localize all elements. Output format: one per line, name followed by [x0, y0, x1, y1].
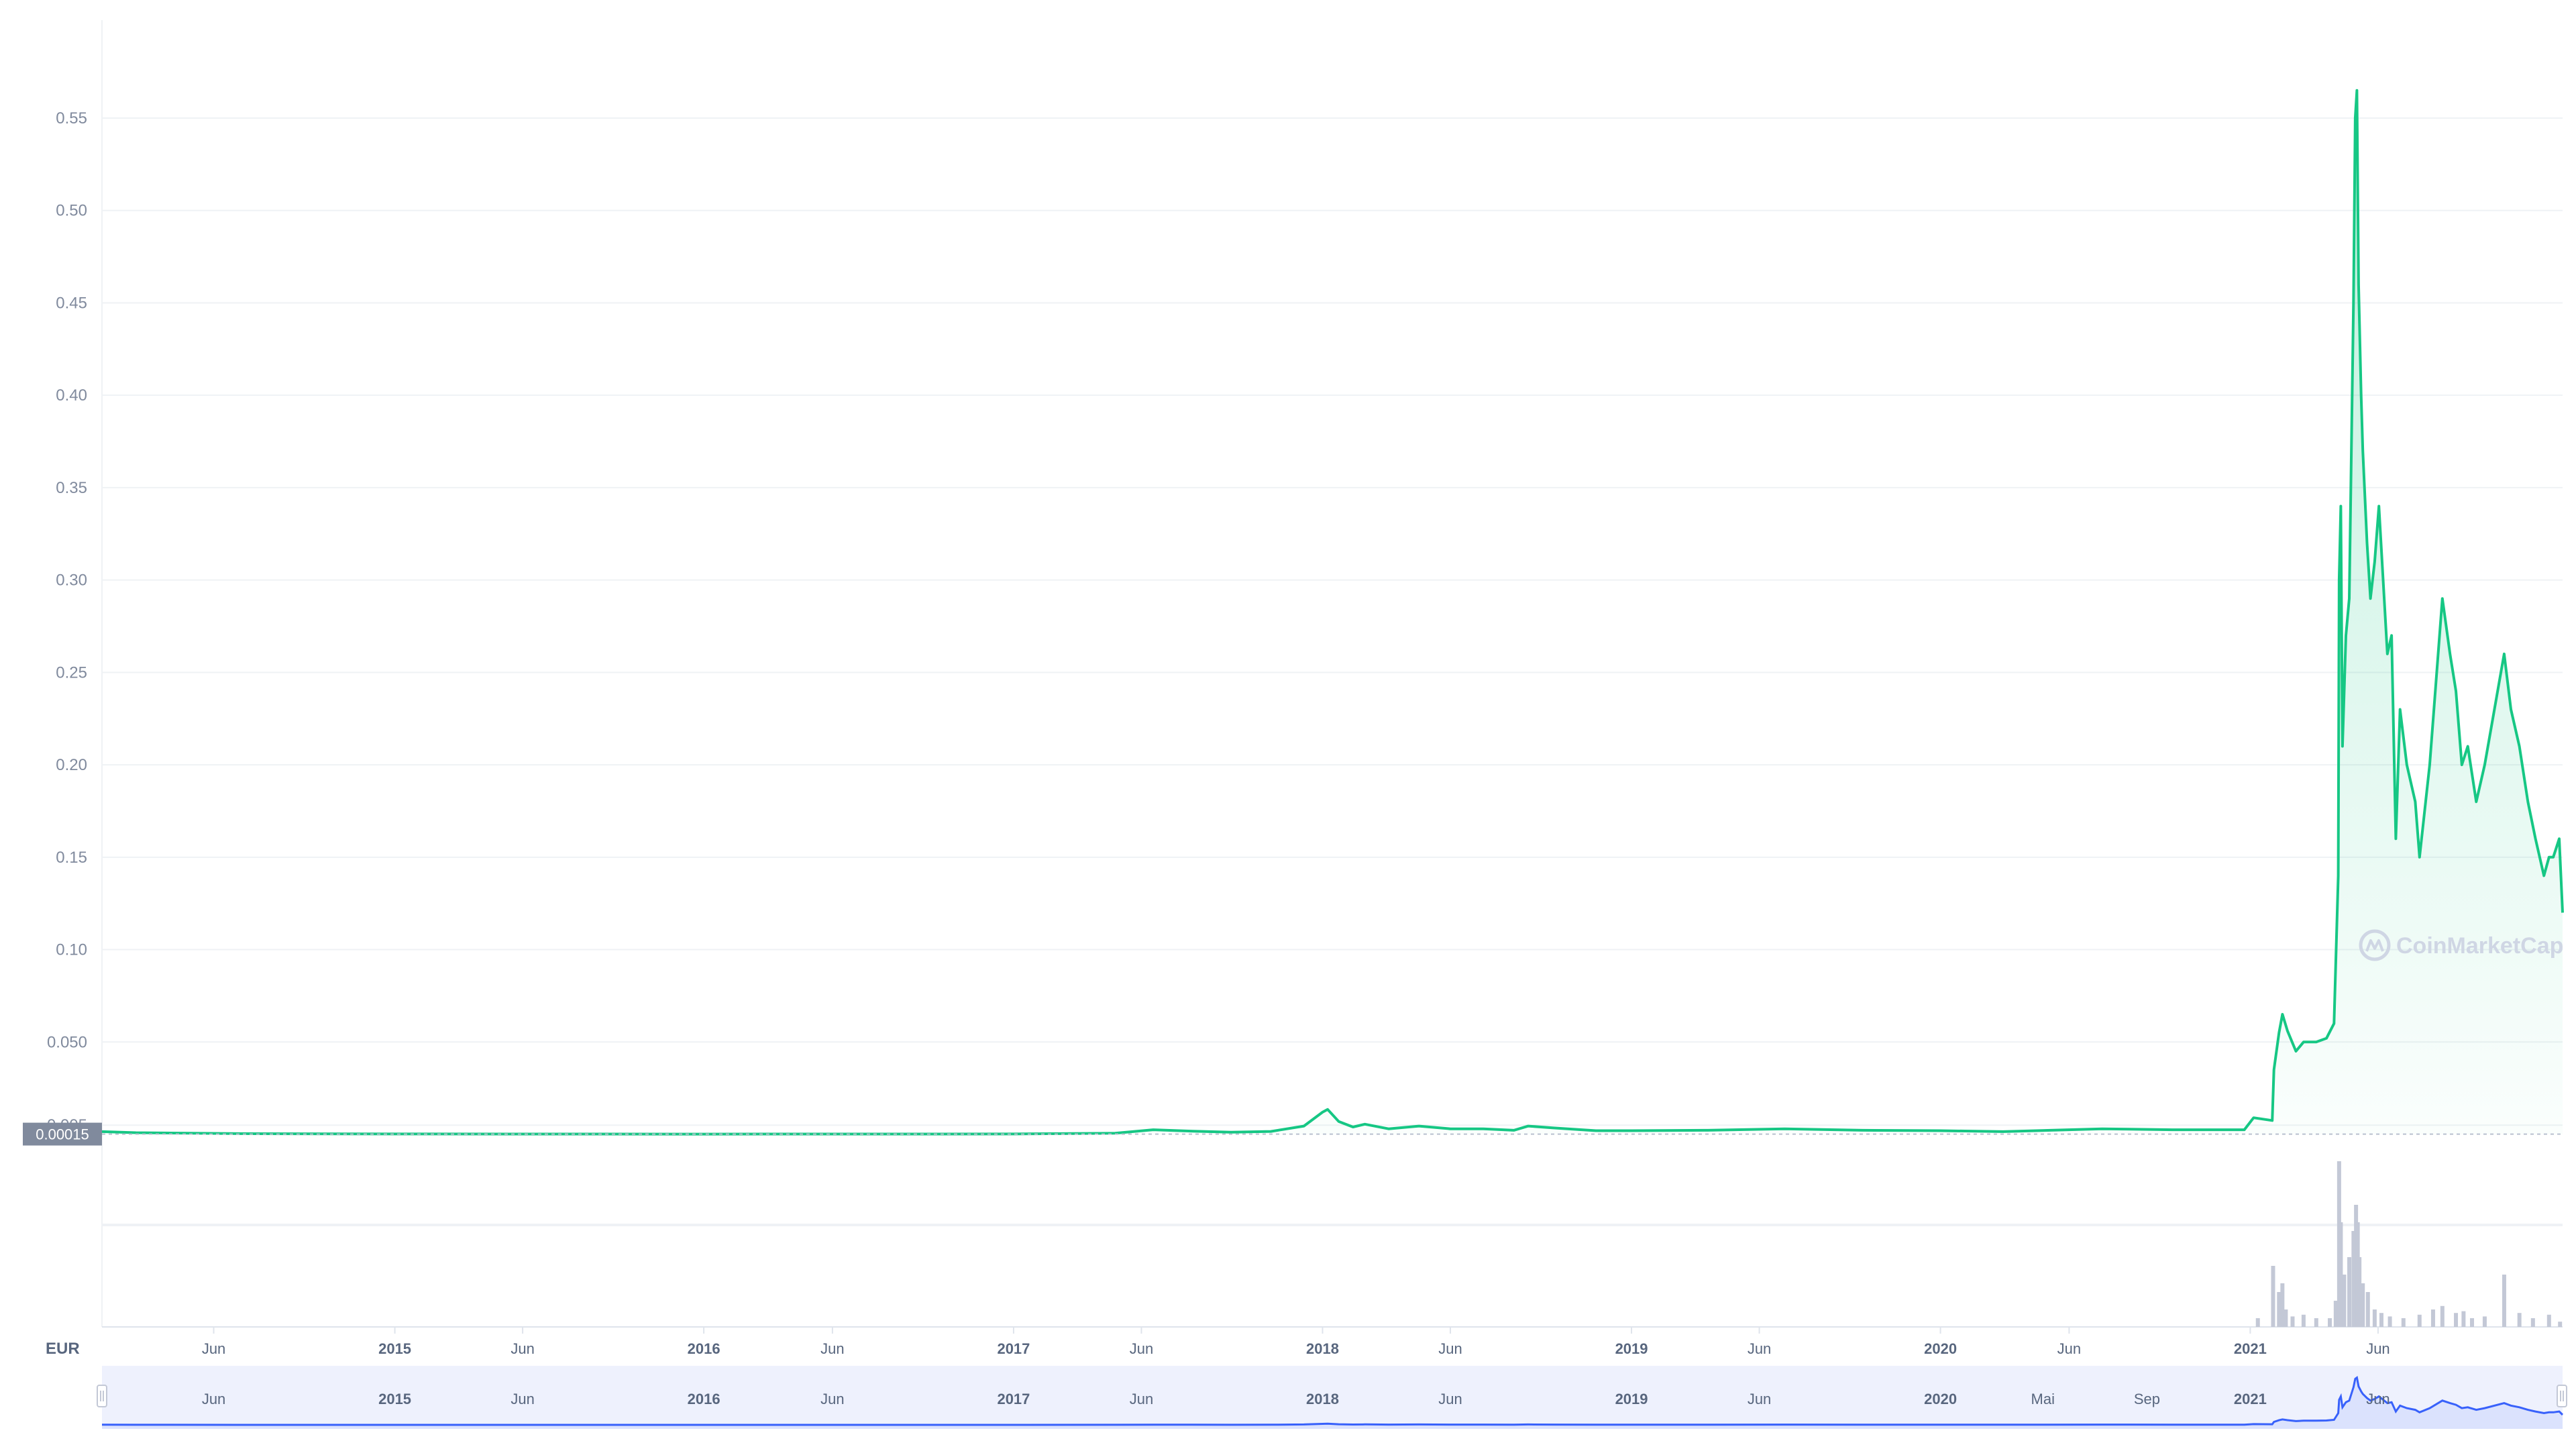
volume-bar: [2361, 1283, 2365, 1327]
volume-bar: [2454, 1313, 2459, 1327]
y-gridlines: [102, 117, 2563, 1226]
x-tick-label: Jun: [1748, 1340, 1771, 1357]
navigator-tick-label: 2019: [1615, 1391, 1648, 1407]
volume-bar: [2277, 1292, 2282, 1327]
volume-bar: [2530, 1318, 2535, 1327]
volume-bar: [2365, 1292, 2370, 1327]
x-tick-label: Jun: [820, 1340, 844, 1357]
y-tick-label: 0.40: [56, 386, 87, 405]
y-tick-label: 0.10: [56, 941, 87, 959]
volume-bar: [2357, 1257, 2362, 1327]
navigator-tick-label: 2017: [997, 1391, 1030, 1407]
volume-bar: [2339, 1222, 2343, 1327]
x-tick-label: Jun: [1438, 1340, 1462, 1357]
volume-bar: [2546, 1314, 2551, 1327]
navigator[interactable]: Jun 2015 Jun 2016 Jun 2017 Jun 2018 Jun 2019 Jun 20…: [97, 1366, 2567, 1429]
volume-bar: [2314, 1318, 2318, 1327]
x-tick-label: 2016: [688, 1340, 720, 1357]
y-tick-label: 0.30: [56, 572, 87, 590]
volume-bar: [2342, 1275, 2347, 1327]
y-tick-label: 0.15: [56, 849, 87, 867]
volume-bar: [2280, 1283, 2285, 1327]
x-tick-label: 2019: [1615, 1340, 1648, 1357]
current-price-badge: 0.00015: [23, 1122, 102, 1146]
navigator-axis-labels: Jun 2015 Jun 2016 Jun 2017 Jun 2018 Jun 2019 Jun 20…: [202, 1391, 2390, 1407]
currency-label: EUR: [46, 1340, 80, 1358]
volume-bar: [2387, 1316, 2392, 1327]
navigator-tick-label: Sep: [2134, 1391, 2160, 1407]
volume-bar: [2558, 1322, 2563, 1327]
x-tick-label: Jun: [2366, 1340, 2390, 1357]
y-tick-label: 0.50: [56, 202, 87, 220]
volume-bar: [2379, 1313, 2383, 1327]
x-tick-label: 2015: [378, 1340, 411, 1357]
volume-bar: [2290, 1316, 2295, 1327]
y-tick-label: 0.25: [56, 663, 87, 682]
watermark-text: CoinMarketCap: [2396, 933, 2563, 959]
volume-bar: [2417, 1314, 2422, 1327]
navigator-tick-label: Jun: [1748, 1391, 1771, 1407]
volume-bar: [2328, 1318, 2332, 1327]
x-tick-label: 2017: [997, 1340, 1030, 1357]
volume-bar: [2333, 1301, 2338, 1327]
navigator-tick-label: Jun: [2366, 1391, 2390, 1407]
navigator-tick-label: 2016: [688, 1391, 720, 1407]
volume-bar: [2482, 1316, 2487, 1327]
y-tick-label: 0.35: [56, 479, 87, 497]
volume-bar: [2347, 1257, 2352, 1327]
volume-bar: [2284, 1309, 2288, 1327]
navigator-right-handle[interactable]: [2557, 1385, 2567, 1407]
navigator-tick-label: 2021: [2234, 1391, 2267, 1407]
volume-bar: [2430, 1309, 2435, 1327]
coinmarketcap-logo-icon: [2359, 929, 2391, 961]
volume-bar: [2255, 1318, 2260, 1327]
volume-bar: [2440, 1305, 2445, 1327]
volume-bar: [2372, 1309, 2377, 1327]
navigator-background: [102, 1366, 2563, 1429]
y-tick-label: 0.20: [56, 756, 87, 774]
volume-bar: [2461, 1311, 2466, 1327]
navigator-line: [101, 1376, 2564, 1426]
navigator-left-handle[interactable]: [97, 1385, 107, 1407]
navigator-tick-label: Mai: [2031, 1391, 2055, 1407]
y-tick-label: 0.55: [56, 109, 87, 127]
x-tick-label: 2018: [1306, 1340, 1339, 1357]
volume-bars: [2255, 1161, 2563, 1327]
navigator-area: [102, 1377, 2563, 1429]
x-tick-label: Jun: [1130, 1340, 1153, 1357]
navigator-tick-label: 2020: [1924, 1391, 1957, 1407]
volume-bar: [2502, 1275, 2506, 1327]
navigator-tick-label: Jun: [511, 1391, 534, 1407]
y-tick-label: 0.45: [56, 294, 87, 312]
volume-bar: [2301, 1314, 2306, 1327]
coinmarketcap-watermark: CoinMarketCap: [2359, 929, 2563, 961]
navigator-tick-label: 2018: [1306, 1391, 1339, 1407]
volume-bar: [2517, 1313, 2522, 1327]
x-axis-labels: Jun 2015 Jun 2016 Jun 2017 Jun 2018 Jun 2019 Jun 20…: [202, 1327, 2390, 1357]
x-tick-label: 2021: [2234, 1340, 2267, 1357]
volume-bar: [2401, 1318, 2406, 1327]
navigator-tick-label: 2015: [378, 1391, 411, 1407]
current-price-label: 0.00015: [36, 1126, 89, 1143]
price-line[interactable]: [101, 89, 2564, 1136]
volume-bar: [2271, 1266, 2275, 1327]
navigator-tick-label: Jun: [202, 1391, 225, 1407]
x-tick-label: Jun: [511, 1340, 534, 1357]
volume-bar: [2351, 1231, 2356, 1327]
x-tick-label: Jun: [2057, 1340, 2081, 1357]
navigator-tick-label: Jun: [1130, 1391, 1153, 1407]
y-tick-label: 0.050: [47, 1033, 87, 1051]
volume-bar: [2469, 1318, 2474, 1327]
navigator-tick-label: Jun: [1438, 1391, 1462, 1407]
navigator-tick-label: Jun: [820, 1391, 844, 1407]
x-tick-label: 2020: [1924, 1340, 1957, 1357]
x-tick-label: Jun: [202, 1340, 225, 1357]
